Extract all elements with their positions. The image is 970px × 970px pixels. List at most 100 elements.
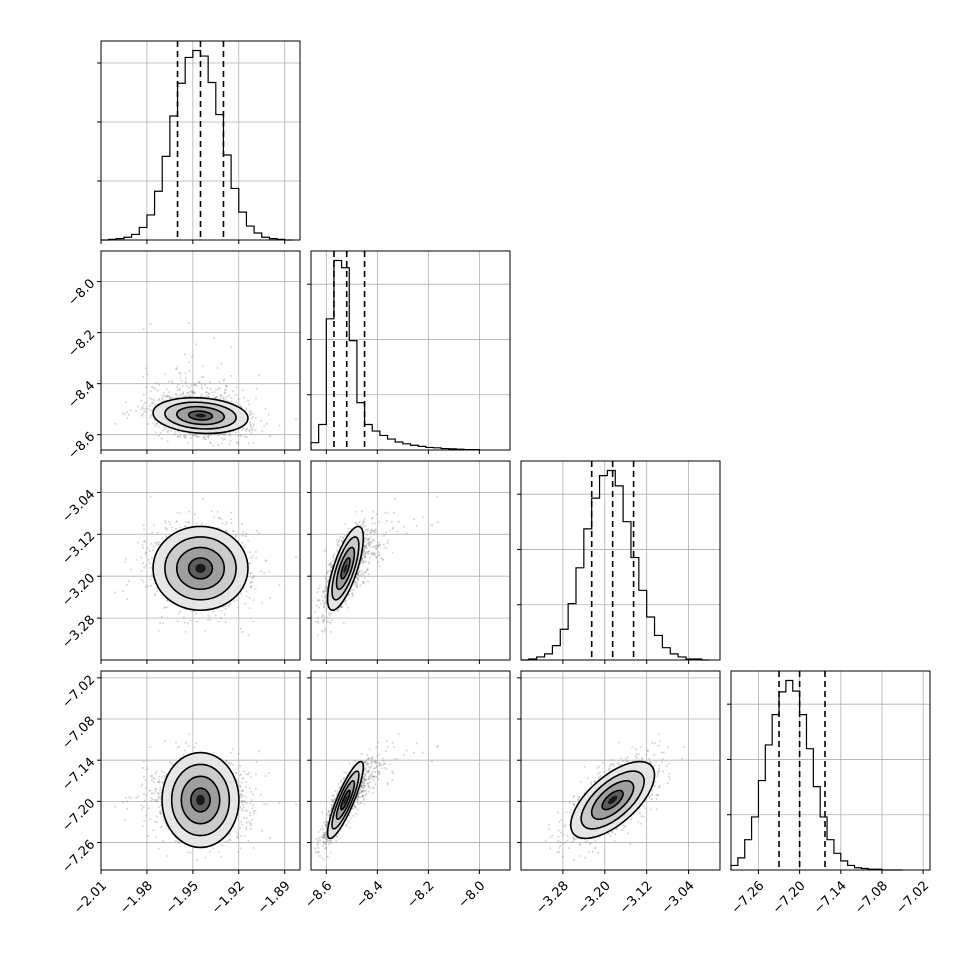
scatter-point	[339, 535, 342, 538]
scatter-point	[316, 599, 319, 602]
scatter-point	[371, 552, 374, 555]
scatter-point	[385, 547, 388, 550]
scatter-point	[241, 429, 244, 431]
scatter-point	[149, 323, 152, 325]
scatter-point	[179, 512, 182, 515]
scatter-point	[264, 407, 267, 410]
scatter-point	[421, 516, 424, 519]
scatter-point	[242, 531, 245, 534]
scatter-point	[184, 380, 187, 383]
scatter-point	[169, 397, 172, 400]
scatter-point	[337, 608, 340, 611]
scatter-point	[159, 786, 162, 789]
scatter-point	[162, 429, 165, 432]
scatter-point	[255, 397, 258, 400]
scatter-point	[230, 397, 233, 399]
scatter-point	[356, 584, 359, 587]
scatter-point	[337, 540, 340, 543]
scatter-point	[146, 373, 149, 376]
scatter-point	[325, 582, 328, 584]
scatter-point	[248, 787, 251, 790]
scatter-point	[243, 602, 246, 605]
scatter-point	[213, 337, 216, 340]
scatter-point	[344, 523, 347, 526]
scatter-point	[228, 431, 231, 434]
scatter-point	[242, 389, 245, 392]
scatter-point	[373, 552, 376, 555]
scatter-point	[243, 396, 246, 399]
scatter-point	[249, 572, 252, 575]
scatter-point	[140, 804, 143, 807]
scatter-point	[237, 434, 240, 437]
scatter-point	[200, 383, 203, 385]
scatter-point	[251, 807, 254, 810]
scatter-point	[167, 395, 170, 398]
scatter-point	[258, 374, 261, 377]
scatter-point	[178, 372, 181, 374]
scatter-point	[345, 603, 348, 606]
scatter-point	[374, 522, 377, 525]
scatter-point	[367, 580, 370, 583]
scatter-point	[340, 606, 343, 608]
scatter-point	[153, 545, 155, 548]
scatter-point	[352, 593, 354, 596]
scatter-point	[225, 521, 228, 523]
scatter-point	[324, 629, 327, 632]
scatter-point	[245, 408, 248, 411]
panel-1-0	[97, 250, 301, 454]
scatter-point	[225, 395, 228, 398]
scatter-point	[330, 561, 333, 564]
scatter-point	[341, 540, 344, 543]
scatter-point	[220, 617, 223, 620]
scatter-point	[325, 584, 328, 587]
scatter-point	[126, 598, 129, 601]
scatter-point	[130, 568, 133, 571]
scatter-point	[158, 383, 160, 386]
scatter-point	[230, 346, 233, 349]
scatter-point	[161, 537, 164, 540]
scatter-point	[182, 391, 185, 394]
scatter-point	[385, 519, 388, 522]
scatter-point	[378, 565, 381, 568]
scatter-point	[369, 546, 372, 549]
scatter-point	[261, 601, 264, 604]
scatter-point	[328, 612, 330, 615]
scatter-point	[323, 616, 326, 619]
scatter-point	[202, 376, 205, 378]
scatter-point	[176, 511, 179, 514]
scatter-point	[247, 442, 250, 445]
scatter-point	[352, 589, 355, 591]
scatter-point	[245, 436, 248, 439]
scatter-point	[167, 380, 170, 383]
scatter-point	[355, 510, 358, 513]
scatter-point	[235, 401, 238, 404]
scatter-point	[144, 386, 147, 389]
scatter-point	[249, 581, 252, 584]
scatter-point	[154, 431, 157, 434]
scatter-point	[176, 386, 179, 389]
scatter-point	[378, 551, 381, 554]
scatter-point	[220, 362, 223, 365]
scatter-point	[175, 368, 178, 371]
scatter-point	[356, 579, 359, 582]
scatter-point	[353, 584, 356, 587]
scatter-point	[372, 538, 374, 541]
scatter-point	[359, 584, 362, 587]
scatter-point	[187, 322, 190, 325]
scatter-point	[214, 397, 217, 399]
scatter-point	[155, 590, 158, 592]
scatter-point	[255, 387, 258, 390]
scatter-point	[140, 399, 143, 402]
scatter-point	[123, 413, 126, 416]
scatter-point	[278, 424, 281, 427]
scatter-point	[251, 554, 254, 557]
scatter-point	[207, 396, 210, 398]
scatter-point	[184, 372, 187, 375]
scatter-point	[143, 566, 146, 569]
scatter-point	[142, 806, 145, 809]
scatter-point	[184, 381, 187, 384]
scatter-point	[149, 562, 152, 564]
scatter-point	[142, 562, 144, 565]
histogram-series	[101, 49, 293, 241]
scatter-point	[372, 510, 374, 513]
